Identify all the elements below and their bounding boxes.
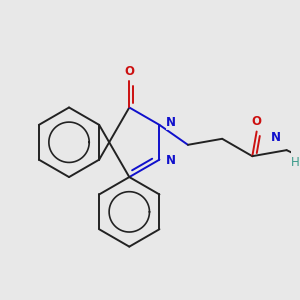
Text: O: O: [252, 115, 262, 128]
Text: N: N: [166, 116, 176, 129]
Text: H: H: [290, 156, 299, 169]
Text: O: O: [124, 64, 134, 77]
Text: N: N: [271, 131, 281, 144]
Text: N: N: [166, 154, 176, 167]
